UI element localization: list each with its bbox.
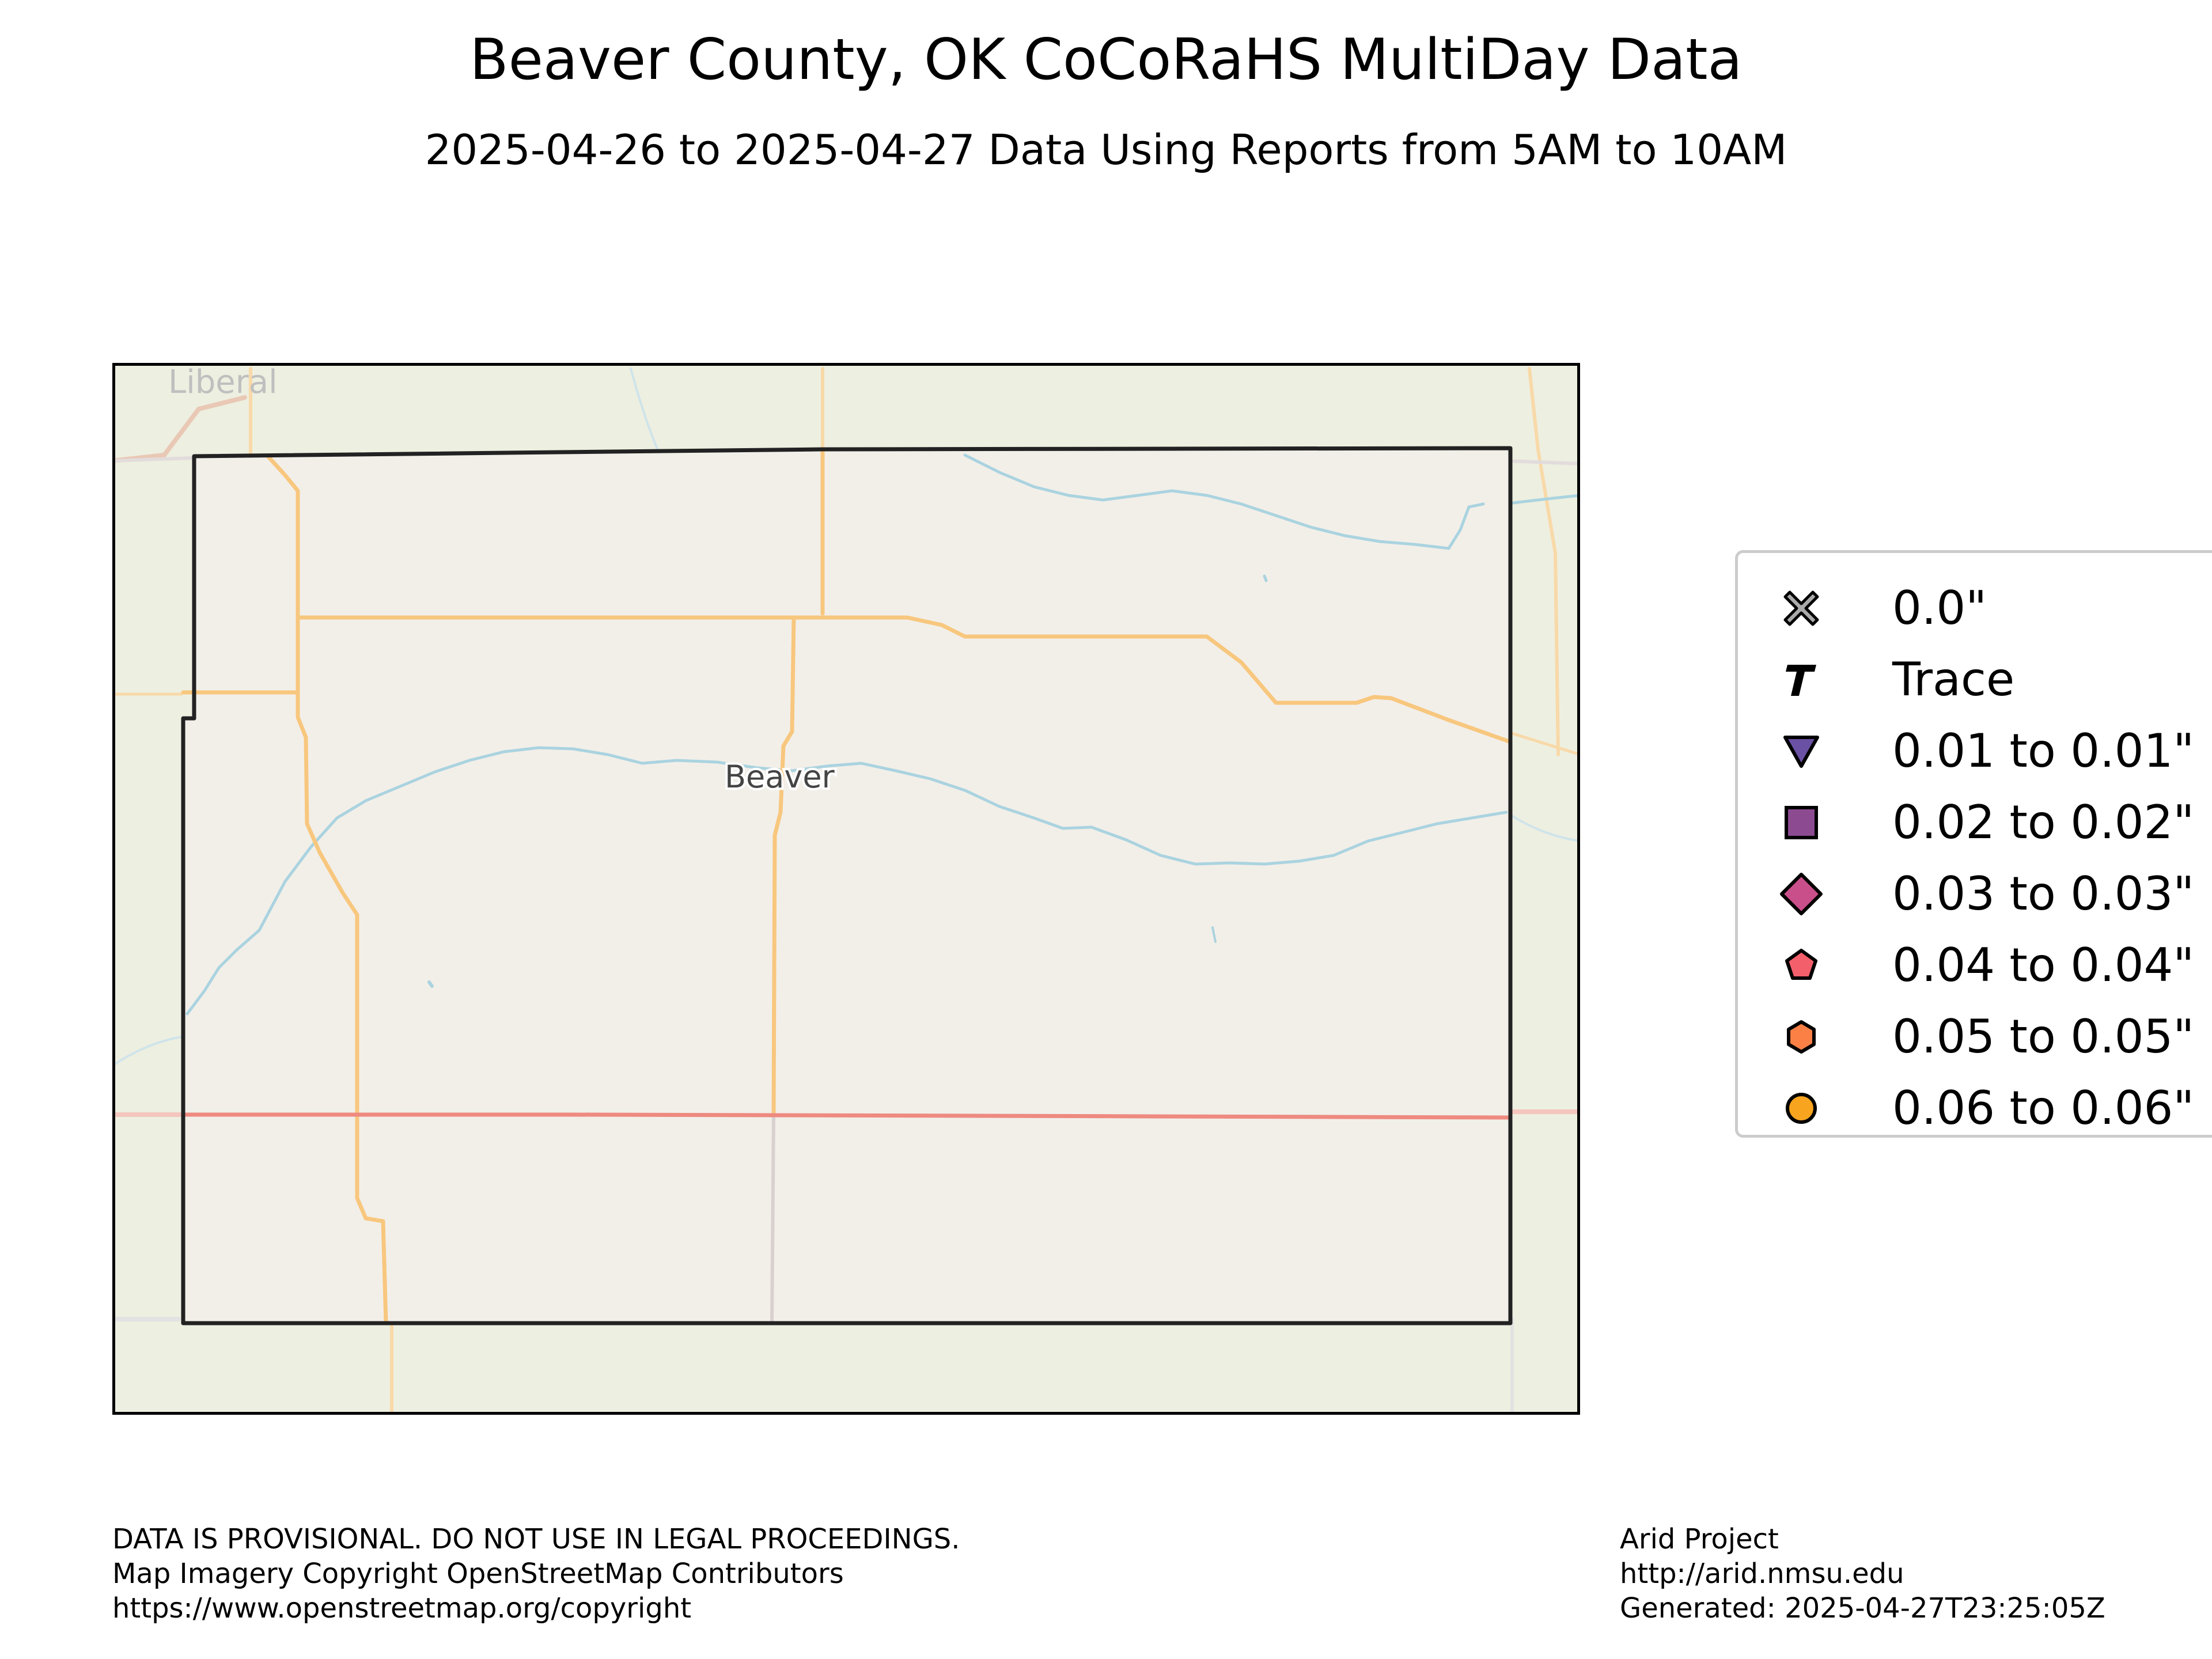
footer-project-name: Arid Project bbox=[1620, 1523, 1779, 1555]
river-outside-w bbox=[112, 1036, 183, 1067]
hexagon-marker-icon bbox=[1787, 1020, 1816, 1054]
legend-label: 0.04 to 0.04" bbox=[1892, 938, 2195, 992]
square-marker-icon bbox=[1785, 806, 1818, 839]
legend-item-0-0: 0.0" bbox=[1738, 573, 2212, 644]
legend-item-0-05: 0.05 to 0.05" bbox=[1738, 1001, 2212, 1073]
road-south-minor bbox=[770, 1113, 775, 1325]
legend-label: 0.05 to 0.05" bbox=[1892, 1010, 2195, 1063]
map-frame-border bbox=[112, 363, 1580, 1415]
map-canvas: Liberal Beaver bbox=[112, 363, 1580, 1415]
footer-provisional-text: DATA IS PROVISIONAL. DO NOT USE IN LEGAL… bbox=[112, 1523, 960, 1555]
footer-disclaimer: DATA IS PROVISIONAL. DO NOT USE IN LEGAL… bbox=[112, 1522, 960, 1626]
rivers bbox=[185, 453, 1508, 1016]
legend-label: 0.02 to 0.02" bbox=[1892, 796, 2195, 849]
x-marker-icon bbox=[1783, 590, 1819, 626]
road-outside-east bbox=[1505, 459, 1580, 465]
footer-generated-time: Generated: 2025-04-27T23:25:05Z bbox=[1620, 1592, 2105, 1624]
outside-roads bbox=[112, 367, 1580, 1415]
map-title: Beaver County, OK CoCoRaHS MultiDay Data bbox=[469, 27, 1743, 93]
creek-south bbox=[1211, 926, 1217, 943]
legend-item-trace: Trace bbox=[1738, 644, 2212, 715]
legend: 0.0" Trace 0.01 to 0.01" 0.02 to 0.02" 0… bbox=[1735, 550, 2212, 1138]
map-subtitle: 2025-04-26 to 2025-04-27 Data Using Repo… bbox=[425, 126, 1787, 174]
legend-item-0-06: 0.06 to 0.06" bbox=[1738, 1073, 2212, 1144]
county-roads bbox=[181, 447, 1513, 1325]
road-outside-east2 bbox=[1505, 730, 1580, 756]
footer-copyright-text: Map Imagery Copyright OpenStreetMap Cont… bbox=[112, 1558, 844, 1590]
road-highway-412 bbox=[181, 1112, 1513, 1120]
place-label-liberal: Liberal bbox=[168, 363, 278, 401]
footer-credits: Arid Project http://arid.nmsu.edu Genera… bbox=[1620, 1522, 2105, 1626]
place-label-beaver: Beaver bbox=[725, 759, 835, 795]
legend-item-0-03: 0.03 to 0.03" bbox=[1738, 858, 2212, 930]
legend-label: 0.0" bbox=[1892, 581, 1987, 635]
legend-label: 0.03 to 0.03" bbox=[1892, 867, 2195, 921]
beaver-river bbox=[185, 746, 1508, 1016]
pond-east bbox=[1263, 574, 1268, 582]
cimarron-river bbox=[963, 453, 1485, 550]
footer-project-url: http://arid.nmsu.edu bbox=[1620, 1558, 1904, 1590]
road-us270 bbox=[771, 615, 796, 1117]
triangle-down-marker-icon bbox=[1783, 736, 1819, 768]
road-east-west bbox=[296, 615, 1513, 744]
pond-west bbox=[427, 980, 434, 988]
map-panel: Liberal Beaver bbox=[112, 363, 1580, 1415]
circle-marker-icon bbox=[1786, 1093, 1817, 1124]
diamond-marker-icon bbox=[1780, 873, 1823, 915]
legend-item-0-04: 0.04 to 0.04" bbox=[1738, 930, 2212, 1001]
legend-item-0-02: 0.02 to 0.02" bbox=[1738, 787, 2212, 858]
county-border bbox=[181, 446, 1513, 1325]
road-outside-nw bbox=[112, 456, 195, 463]
river-outside-e bbox=[1505, 811, 1580, 842]
legend-label: 0.01 to 0.01" bbox=[1892, 724, 2195, 778]
pentagon-marker-icon bbox=[1785, 949, 1817, 980]
legend-label: 0.06 to 0.06" bbox=[1892, 1081, 2195, 1135]
t-marker-icon bbox=[1786, 665, 1816, 696]
road-outside-liberal bbox=[112, 395, 247, 463]
footer-copyright-url: https://www.openstreetmap.org/copyright bbox=[112, 1592, 692, 1624]
road-west-north bbox=[266, 454, 388, 1325]
legend-label: Trace bbox=[1892, 653, 2015, 706]
road-outside-ne bbox=[1528, 367, 1560, 756]
county-fill bbox=[183, 448, 1510, 1323]
legend-item-0-01: 0.01 to 0.01" bbox=[1738, 715, 2212, 787]
